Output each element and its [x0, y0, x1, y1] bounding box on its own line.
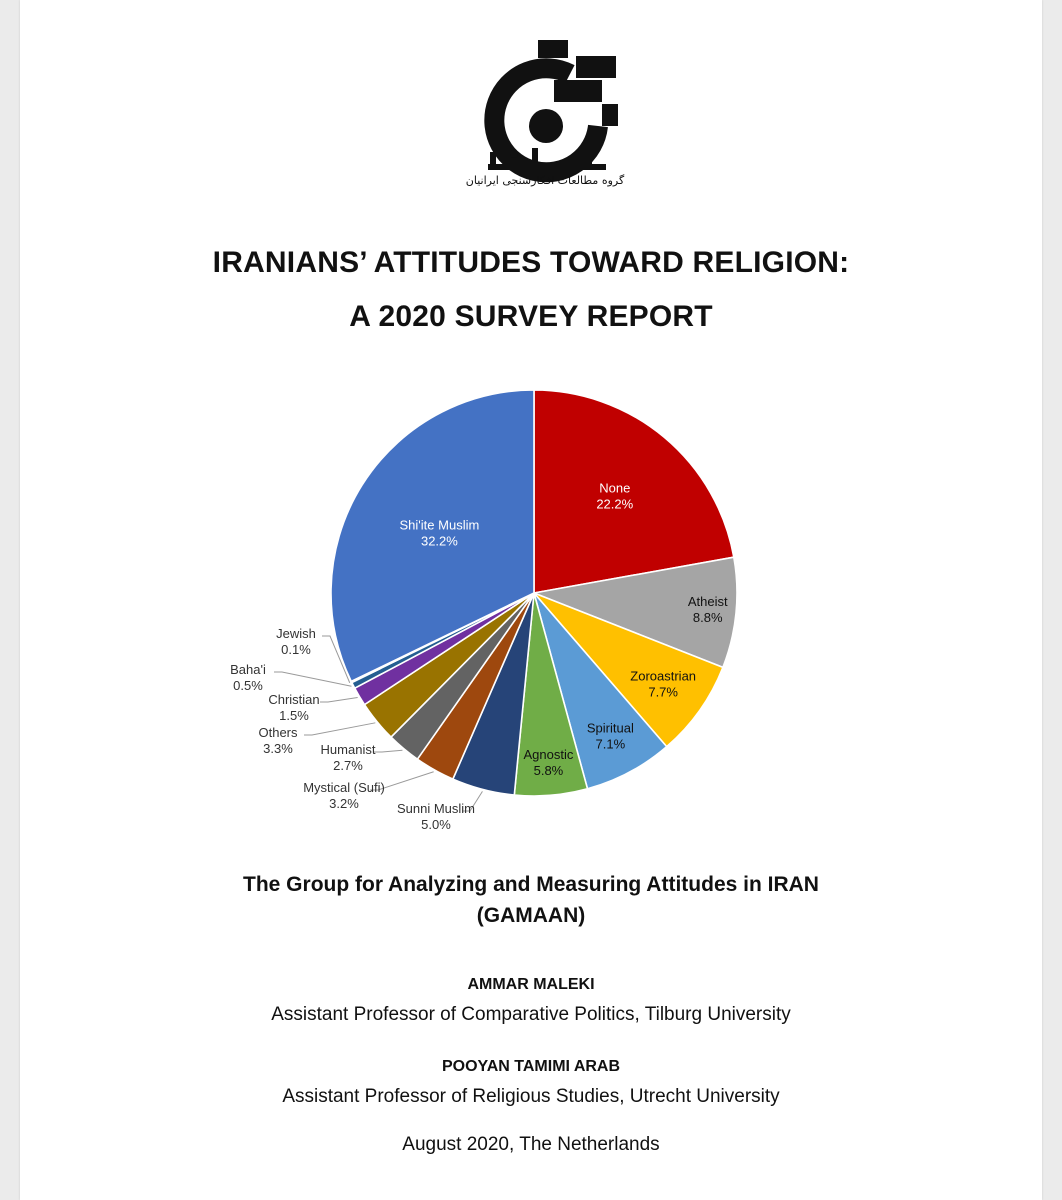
- slice-value-baha-i: 0.5%: [233, 678, 263, 693]
- leader-line-sunni-muslim: [462, 791, 483, 812]
- report-title-line-2: A 2020 SURVEY REPORT: [349, 300, 713, 333]
- slice-label-atheist: Atheist: [688, 594, 728, 609]
- slice-value-shi-ite-muslim: 32.2%: [421, 534, 458, 549]
- organization-name: The Group for Analyzing and Measuring At…: [243, 873, 819, 896]
- pie-slice-atheist: [531, 556, 738, 669]
- pie-slice-zoroastrian: [533, 592, 724, 748]
- slice-label-none: None: [599, 480, 630, 495]
- leader-line-mystical-sufi: [370, 771, 434, 791]
- author-name-1: AMMAR MALEKI: [467, 976, 595, 993]
- pie-slice-shi-ite-muslim: [330, 389, 535, 683]
- leader-line-christian: [320, 697, 358, 703]
- gamaan-logo-icon: [484, 40, 618, 183]
- slice-label-agnostic: Agnostic: [523, 747, 573, 762]
- logo-caption: گروه مطالعات افکارسنجی ایرانیان: [465, 174, 625, 187]
- slice-value-sunni-muslim: 5.0%: [421, 817, 451, 832]
- slice-value-spiritual: 7.1%: [596, 736, 626, 751]
- report-date-place: August 2020, The Netherlands: [402, 1134, 660, 1155]
- slice-value-zoroastrian: 7.7%: [648, 685, 678, 700]
- slice-value-jewish: 0.1%: [281, 642, 311, 657]
- slice-label-humanist: Humanist: [321, 742, 376, 757]
- slice-label-jewish: Jewish: [276, 626, 316, 641]
- leader-line-baha-i: [274, 671, 352, 687]
- slice-label-baha-i: Baha'i: [230, 662, 266, 677]
- leader-line-humanist: [374, 749, 403, 753]
- organization-acronym: (GAMAAN): [476, 904, 586, 927]
- slice-label-mystical-sufi: Mystical (Sufi): [303, 780, 385, 795]
- author-affiliation-2: Assistant Professor of Religious Studies…: [282, 1086, 780, 1107]
- leader-line-others: [304, 722, 376, 736]
- slice-value-humanist: 2.7%: [333, 758, 363, 773]
- slice-value-others: 3.3%: [263, 741, 293, 756]
- leader-line-jewish: [322, 635, 351, 684]
- slice-label-others: Others: [258, 725, 298, 740]
- slice-value-none: 22.2%: [596, 496, 633, 511]
- slice-value-agnostic: 5.8%: [534, 763, 564, 778]
- slice-label-shi-ite-muslim: Shi'ite Muslim: [400, 518, 480, 533]
- pie-slice-none: [533, 389, 735, 594]
- slice-value-christian: 1.5%: [279, 708, 309, 723]
- slice-label-zoroastrian: Zoroastrian: [630, 669, 696, 684]
- slice-value-mystical-sufi: 3.2%: [329, 796, 359, 811]
- report-title-line-1: IRANIANS’ ATTITUDES TOWARD RELIGION:: [212, 246, 850, 279]
- slice-label-christian: Christian: [268, 692, 319, 707]
- author-name-2: POOYAN TAMIMI ARAB: [441, 1058, 621, 1075]
- slice-label-sunni-muslim: Sunni Muslim: [397, 801, 475, 816]
- report-cover-page: گروه مطالعات افکارسنجی ایرانیان IRANIANS…: [20, 0, 1042, 1200]
- author-affiliation-1: Assistant Professor of Comparative Polit…: [271, 1004, 791, 1025]
- slice-value-atheist: 8.8%: [693, 610, 723, 625]
- slice-label-spiritual: Spiritual: [587, 720, 634, 735]
